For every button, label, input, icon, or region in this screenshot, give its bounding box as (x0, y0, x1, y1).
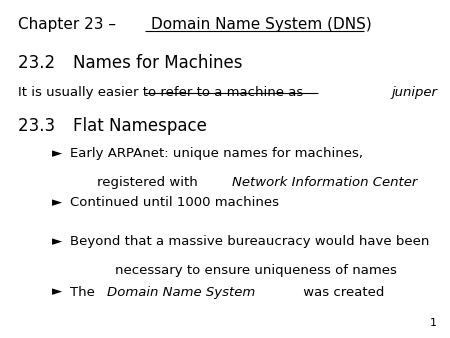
Text: Domain Name System: Domain Name System (108, 286, 256, 298)
Text: necessary to ensure uniqueness of names: necessary to ensure uniqueness of names (115, 264, 396, 276)
Text: The: The (70, 286, 99, 298)
Text: 23.3: 23.3 (18, 117, 60, 135)
Text: Names for Machines: Names for Machines (73, 54, 242, 72)
Text: Flat Namespace: Flat Namespace (73, 117, 207, 135)
Text: 23.2: 23.2 (18, 54, 60, 72)
Text: ►: ► (52, 286, 62, 298)
Text: ►: ► (52, 147, 62, 160)
Text: Domain Name System (DNS): Domain Name System (DNS) (151, 17, 372, 32)
Text: Chapter 23 –: Chapter 23 – (18, 17, 121, 32)
Text: Beyond that a massive bureaucracy would have been: Beyond that a massive bureaucracy would … (70, 235, 429, 248)
Text: ►: ► (52, 196, 62, 209)
Text: was created: was created (299, 286, 384, 298)
Text: Continued until 1000 machines: Continued until 1000 machines (70, 196, 279, 209)
Text: Early ARPAnet: unique names for machines,: Early ARPAnet: unique names for machines… (70, 147, 363, 160)
Text: registered with: registered with (97, 176, 202, 189)
Text: juniper: juniper (392, 86, 437, 99)
Text: Network Information Center: Network Information Center (232, 176, 418, 189)
Text: ►: ► (52, 235, 62, 248)
Text: It is usually easier to refer to a machine as: It is usually easier to refer to a machi… (18, 86, 307, 99)
Text: 1: 1 (429, 318, 436, 328)
